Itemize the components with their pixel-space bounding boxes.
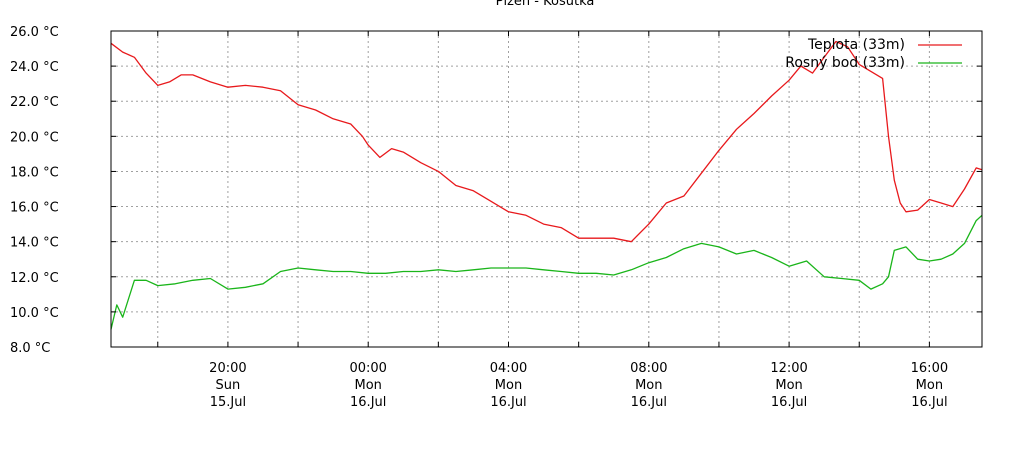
legend-label: Rosný bod (33m) — [785, 55, 905, 71]
x-tick-label: 16.Jul — [911, 395, 947, 410]
x-tick-label: Mon — [495, 378, 522, 393]
plot-frame — [110, 30, 983, 348]
x-tick-label: 12:00 — [770, 361, 807, 376]
chart-title: Plzeň - Košutka — [496, 0, 595, 9]
y-tick-label: 20.0 °C — [10, 130, 59, 145]
x-tick-label: Mon — [775, 378, 802, 393]
x-tick-label: 16:00 — [911, 361, 948, 376]
x-tick-label: 00:00 — [349, 361, 386, 376]
y-tick-label: 12.0 °C — [10, 271, 59, 286]
y-tick-label: 10.0 °C — [10, 306, 59, 321]
x-tick-label: 16.Jul — [631, 395, 667, 410]
x-tick-label: 20:00 — [209, 361, 246, 376]
y-tick-label: 8.0 °C — [10, 341, 50, 356]
x-tick-label: 16.Jul — [771, 395, 807, 410]
y-tick-label: 16.0 °C — [10, 201, 59, 216]
y-tick-label: 18.0 °C — [10, 165, 59, 180]
x-tick-label: Mon — [635, 378, 662, 393]
grid — [111, 31, 982, 347]
y-tick-label: 22.0 °C — [10, 95, 59, 110]
series-layer — [110, 40, 983, 330]
legend: Teplota (33m) Rosný bod (33m) — [785, 37, 962, 71]
y-tick-label: 24.0 °C — [10, 60, 59, 75]
x-tick-label: 16.Jul — [490, 395, 526, 410]
axes: 8.0 °C 10.0 °C 12.0 °C 14.0 °C 16.0 °C 18.0 °… — [10, 25, 982, 410]
x-tick-label: Mon — [354, 378, 381, 393]
x-tick-label: 04:00 — [490, 361, 527, 376]
x-tick-label: 15.Jul — [210, 395, 246, 410]
legend-label: Teplota (33m) — [807, 37, 905, 53]
y-tick-label: 14.0 °C — [10, 236, 59, 251]
y-tick-label: 26.0 °C — [10, 25, 59, 40]
x-tick-label: Mon — [916, 378, 943, 393]
x-tick-label: 08:00 — [630, 361, 667, 376]
x-tick-label: 16.Jul — [350, 395, 386, 410]
series-line-teplota — [110, 40, 983, 243]
x-tick-label: Sun — [216, 378, 241, 393]
series-line-rosny-bod — [110, 214, 983, 330]
